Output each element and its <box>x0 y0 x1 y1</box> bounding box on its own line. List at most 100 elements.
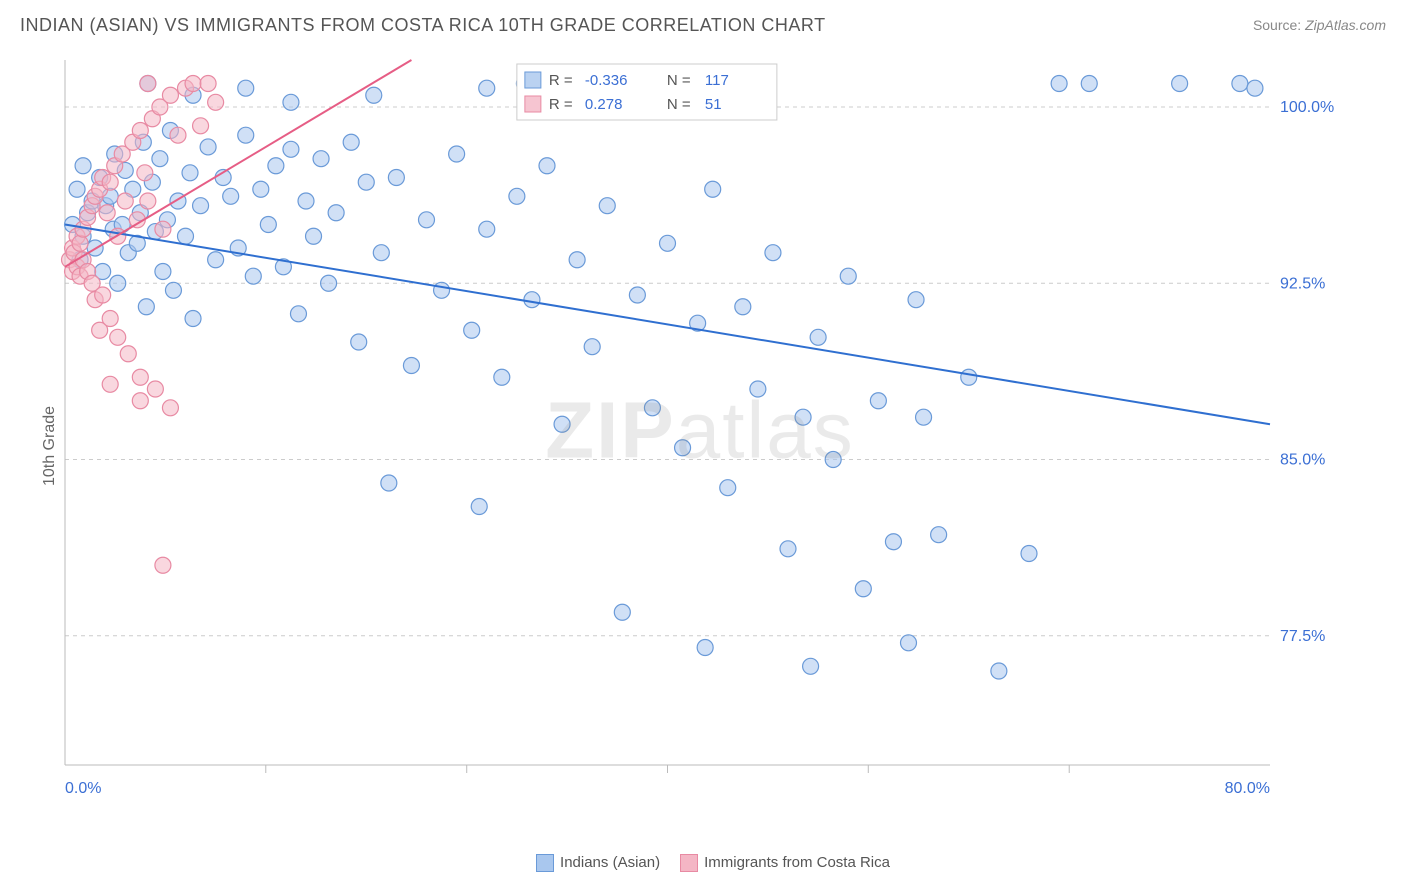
scatter-point-0 <box>449 146 465 162</box>
scatter-point-1 <box>147 381 163 397</box>
scatter-point-0 <box>675 440 691 456</box>
scatter-point-0 <box>238 127 254 143</box>
scatter-point-1 <box>72 235 88 251</box>
scatter-point-0 <box>735 299 751 315</box>
scatter-point-1 <box>155 557 171 573</box>
scatter-point-0 <box>916 409 932 425</box>
scatter-point-0 <box>351 334 367 350</box>
scatter-point-0 <box>75 158 91 174</box>
scatter-point-0 <box>178 228 194 244</box>
scatter-point-0 <box>298 193 314 209</box>
scatter-point-1 <box>102 311 118 327</box>
scatter-point-1 <box>185 76 201 92</box>
plot-svg: 77.5%85.0%92.5%100.0%0.0%80.0%R =-0.336N… <box>60 55 1340 815</box>
scatter-point-0 <box>1247 80 1263 96</box>
scatter-point-0 <box>901 635 917 651</box>
legend-n-value: 117 <box>705 72 729 89</box>
source-attribution: Source: ZipAtlas.com <box>1253 17 1386 33</box>
scatter-point-0 <box>343 134 359 150</box>
scatter-point-0 <box>720 480 736 496</box>
scatter-point-1 <box>99 205 115 221</box>
scatter-point-0 <box>313 151 329 167</box>
scatter-point-0 <box>629 287 645 303</box>
scatter-point-0 <box>283 94 299 110</box>
scatter-point-0 <box>388 170 404 186</box>
scatter-point-0 <box>931 527 947 543</box>
scatter-point-0 <box>908 292 924 308</box>
scatter-point-1 <box>170 127 186 143</box>
source-value: ZipAtlas.com <box>1305 17 1386 33</box>
scatter-point-0 <box>825 452 841 468</box>
scatter-point-0 <box>328 205 344 221</box>
scatter-point-0 <box>290 306 306 322</box>
legend-swatch <box>525 96 541 112</box>
scatter-point-1 <box>137 165 153 181</box>
bottom-legend-swatch <box>680 854 698 872</box>
scatter-point-0 <box>1051 76 1067 92</box>
scatter-point-1 <box>200 76 216 92</box>
y-axis-label: 10th Grade <box>41 406 59 486</box>
scatter-point-0 <box>434 282 450 298</box>
legend-r-label: R = <box>549 72 573 89</box>
scatter-point-0 <box>494 369 510 385</box>
scatter-point-0 <box>539 158 555 174</box>
scatter-point-1 <box>132 393 148 409</box>
scatter-point-0 <box>885 534 901 550</box>
scatter-point-0 <box>366 87 382 103</box>
scatter-point-0 <box>1232 76 1248 92</box>
scatter-point-0 <box>283 141 299 157</box>
scatter-point-0 <box>321 275 337 291</box>
scatter-point-1 <box>193 118 209 134</box>
scatter-point-0 <box>464 322 480 338</box>
scatter-point-1 <box>117 193 133 209</box>
scatter-point-0 <box>1021 546 1037 562</box>
bottom-legend-label: Immigrants from Costa Rica <box>704 854 890 871</box>
scatter-point-0 <box>644 400 660 416</box>
scatter-point-0 <box>182 165 198 181</box>
source-label: Source: <box>1253 17 1301 33</box>
scatter-point-1 <box>102 376 118 392</box>
scatter-point-0 <box>961 369 977 385</box>
scatter-point-0 <box>810 329 826 345</box>
x-tick-label: 80.0% <box>1225 780 1270 797</box>
scatter-point-0 <box>524 292 540 308</box>
scatter-point-1 <box>132 123 148 139</box>
legend-n-label: N = <box>667 96 691 113</box>
scatter-point-0 <box>138 299 154 315</box>
bottom-legend: Indians (Asian) Immigrants from Costa Ric… <box>0 854 1406 872</box>
y-tick-label: 92.5% <box>1280 275 1325 292</box>
scatter-plot: ZIPatlas 77.5%85.0%92.5%100.0%0.0%80.0%R… <box>60 55 1340 815</box>
scatter-point-0 <box>479 221 495 237</box>
scatter-point-0 <box>165 282 181 298</box>
scatter-point-0 <box>223 188 239 204</box>
scatter-point-0 <box>403 358 419 374</box>
scatter-point-1 <box>140 193 156 209</box>
scatter-point-0 <box>358 174 374 190</box>
scatter-point-0 <box>991 663 1007 679</box>
scatter-point-0 <box>260 217 276 233</box>
scatter-point-0 <box>614 604 630 620</box>
scatter-point-0 <box>208 252 224 268</box>
scatter-point-0 <box>373 245 389 261</box>
scatter-point-0 <box>870 393 886 409</box>
legend-r-value: -0.336 <box>585 72 628 89</box>
scatter-point-0 <box>705 181 721 197</box>
scatter-point-1 <box>95 287 111 303</box>
scatter-point-1 <box>162 87 178 103</box>
scatter-point-0 <box>660 235 676 251</box>
scatter-point-1 <box>110 329 126 345</box>
scatter-point-0 <box>1081 76 1097 92</box>
bottom-legend-label: Indians (Asian) <box>560 854 660 871</box>
trend-line <box>65 225 1270 425</box>
y-tick-label: 85.0% <box>1280 452 1325 469</box>
scatter-point-0 <box>419 212 435 228</box>
bottom-legend-swatch <box>536 854 554 872</box>
scatter-point-1 <box>132 369 148 385</box>
scatter-point-0 <box>110 275 126 291</box>
scatter-point-0 <box>200 139 216 155</box>
legend-r-label: R = <box>549 96 573 113</box>
scatter-point-0 <box>381 475 397 491</box>
scatter-point-0 <box>471 499 487 515</box>
scatter-point-0 <box>245 268 261 284</box>
scatter-point-0 <box>584 339 600 355</box>
